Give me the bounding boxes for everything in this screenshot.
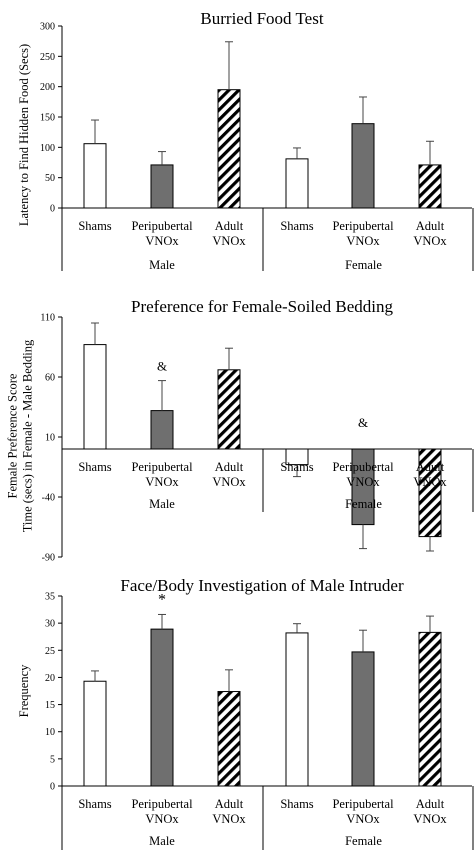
y-tick-label: 150 [40, 113, 55, 124]
y-axis-label-line: Time (secs) in Female - Male Bedding [21, 339, 35, 532]
significance-marker: & [157, 359, 167, 374]
y-tick-label: 10 [45, 433, 55, 444]
y-axis-label: Frequency [17, 664, 31, 718]
category-label: VNOx [145, 475, 179, 489]
y-axis-label-line: Female Preference Score [6, 373, 20, 498]
y-tick-label: 300 [40, 22, 55, 33]
group-label: Female [345, 497, 382, 511]
y-tick-label: 0 [50, 782, 55, 793]
y-axis-label: Latency to Find Hidden Food (Secs) [17, 44, 31, 226]
y-tick-label: 15 [45, 700, 55, 711]
category-label: Adult [416, 460, 445, 474]
bar-peripubertal [150, 628, 174, 787]
category-label: Adult [215, 797, 244, 811]
category-label: VNOx [145, 234, 179, 248]
category-label: Adult [215, 460, 244, 474]
y-axis-label-line: Latency to Find Hidden Food (Secs) [17, 44, 31, 226]
bar-sham [285, 158, 309, 209]
bar-sham [83, 143, 107, 209]
category-label: VNOx [413, 812, 447, 826]
category-label: VNOx [346, 812, 380, 826]
bar-adult [217, 691, 241, 787]
y-tick-label: -90 [42, 553, 55, 564]
category-label: VNOx [346, 234, 380, 248]
category-label: Shams [78, 460, 111, 474]
y-tick-label: 20 [45, 673, 55, 684]
category-label: Peripubertal [332, 219, 394, 233]
chart-title: Preference for Female-Soiled Bedding [131, 297, 393, 316]
y-tick-label: 10 [45, 727, 55, 738]
y-tick-label: 25 [45, 646, 55, 657]
category-label: Peripubertal [131, 460, 193, 474]
group-label: Male [149, 497, 175, 511]
y-tick-label: 200 [40, 82, 55, 93]
category-label: Adult [215, 219, 244, 233]
chart-title: Face/Body Investigation of Male Intruder [120, 576, 404, 595]
y-tick-label: 30 [45, 619, 55, 630]
category-label: VNOx [212, 475, 246, 489]
bar-adult [217, 89, 241, 209]
y-tick-label: 110 [40, 313, 55, 324]
y-tick-label: 50 [45, 173, 55, 184]
bar-peripubertal [150, 410, 174, 450]
y-tick-label: 100 [40, 143, 55, 154]
bar-adult [418, 164, 442, 209]
group-label: Female [345, 258, 382, 272]
category-label: Shams [78, 219, 111, 233]
significance-marker: & [358, 415, 368, 430]
group-label: Male [149, 258, 175, 272]
bar-peripubertal [351, 651, 375, 787]
bar-adult [418, 631, 442, 787]
group-label: Female [345, 834, 382, 848]
category-label: Peripubertal [131, 797, 193, 811]
bar-sham [83, 344, 107, 450]
category-label: VNOx [413, 234, 447, 248]
chart-panel-preference: Preference for Female-Soiled Bedding Fema… [6, 297, 474, 564]
y-axis-label-line: Frequency [17, 664, 31, 718]
category-label: Shams [280, 797, 313, 811]
chart-title: Burried Food Test [200, 9, 323, 28]
chart-panel-face-body: Face/Body Investigation of Male Intruder… [17, 576, 474, 850]
category-label: VNOx [346, 475, 380, 489]
category-label: Adult [416, 797, 445, 811]
y-tick-label: -40 [42, 493, 55, 504]
category-label: Adult [416, 219, 445, 233]
category-label: VNOx [145, 812, 179, 826]
y-tick-label: 5 [50, 754, 55, 765]
bar-sham [83, 680, 107, 787]
y-axis-label: Female Preference Score Time (secs) in Fe… [6, 339, 35, 532]
category-label: Peripubertal [332, 797, 394, 811]
bar-peripubertal [351, 123, 375, 209]
category-label: VNOx [413, 475, 447, 489]
bar-peripubertal [150, 164, 174, 209]
category-label: VNOx [212, 234, 246, 248]
category-label: Shams [78, 797, 111, 811]
category-label: VNOx [212, 812, 246, 826]
category-label: Peripubertal [332, 460, 394, 474]
y-tick-label: 250 [40, 52, 55, 63]
y-tick-label: 35 [45, 592, 55, 603]
category-label: Peripubertal [131, 219, 193, 233]
chart-panel-buried-food: Burried Food Test Latency to Find Hidden … [17, 9, 474, 272]
bar-adult [217, 369, 241, 450]
group-label: Male [149, 834, 175, 848]
y-tick-label: 0 [50, 204, 55, 215]
bar-sham [285, 632, 309, 787]
category-label: Shams [280, 460, 313, 474]
category-label: Shams [280, 219, 313, 233]
y-tick-label: 60 [45, 373, 55, 384]
significance-marker: * [158, 591, 166, 608]
